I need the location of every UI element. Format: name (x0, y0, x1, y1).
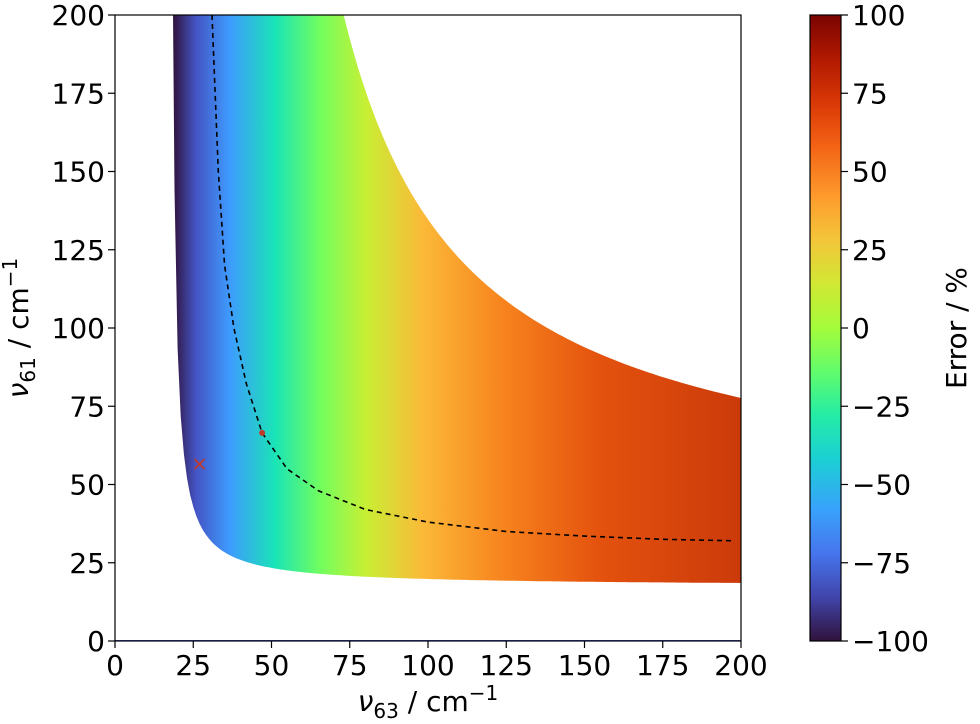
y-tick-label: 50 (69, 469, 105, 502)
y-tick-label: 200 (52, 0, 105, 32)
x-tick-label: 75 (332, 649, 368, 682)
y-tick-label: 100 (52, 312, 105, 345)
x-label-superscript: −1 (469, 681, 498, 705)
x-tick-label: 50 (254, 649, 290, 682)
y-axis-ticks: 0 25 50 75 100 125 150 175 200 (52, 0, 115, 658)
colorbar-fill (810, 15, 841, 641)
y-tick-label: 25 (69, 547, 105, 580)
y-label-superscript: −1 (0, 258, 22, 287)
marker-point-0 (259, 429, 266, 436)
x-label-subscript: 63 (373, 699, 398, 723)
colorbar-tick-label: 50 (852, 156, 888, 189)
x-label-unit: / cm (399, 685, 469, 718)
colorbar-tick-label: 25 (852, 234, 888, 267)
colorbar: 100 75 50 25 0 −25 −50 −75 −100 Error / % (809, 0, 973, 658)
x-tick-label: 100 (401, 649, 454, 682)
marker-cross-1 (193, 458, 206, 470)
heatmap-region (173, 15, 741, 583)
x-tick-label: 175 (636, 649, 689, 682)
colorbar-tick-label: −100 (852, 625, 929, 658)
x-tick-label: 125 (480, 649, 533, 682)
y-axis-label: ν61 / cm−1 (0, 258, 40, 398)
y-tick-label: 75 (69, 390, 105, 423)
x-tick-label: 0 (106, 649, 124, 682)
x-tick-label: 150 (558, 649, 611, 682)
x-axis-label: ν63 / cm−1 (358, 681, 498, 723)
x-tick-label: 200 (714, 649, 767, 682)
y-tick-label: 150 (52, 156, 105, 189)
colorbar-tick-label: −50 (852, 469, 911, 502)
y-tick-label: 175 (52, 77, 105, 110)
dashed-curve (211, 15, 735, 542)
y-label-subscript: 61 (16, 357, 40, 382)
x-label-symbol: ν (358, 685, 374, 718)
colorbar-tick-label: 75 (852, 77, 888, 110)
colorbar-label: Error / % (940, 267, 973, 389)
colorbar-tick-label: −25 (852, 390, 911, 423)
colorbar-tick-label: 100 (852, 0, 905, 32)
colorbar-ticks: 100 75 50 25 0 −25 −50 −75 −100 (841, 0, 929, 658)
markers (193, 429, 266, 470)
plot-area: 0 25 50 75 100 125 150 175 200 0 25 50 75 100 125 150 1… (52, 0, 768, 682)
colorbar-tick-label: 0 (852, 312, 870, 345)
y-tick-label: 0 (87, 625, 105, 658)
y-tick-label: 125 (52, 234, 105, 267)
colorbar-tick-label: −75 (852, 547, 911, 580)
x-tick-label: 25 (175, 649, 211, 682)
y-label-symbol: ν (2, 383, 35, 399)
y-label-unit: / cm (2, 287, 35, 357)
x-axis-ticks: 0 25 50 75 100 125 150 175 200 (106, 641, 768, 682)
